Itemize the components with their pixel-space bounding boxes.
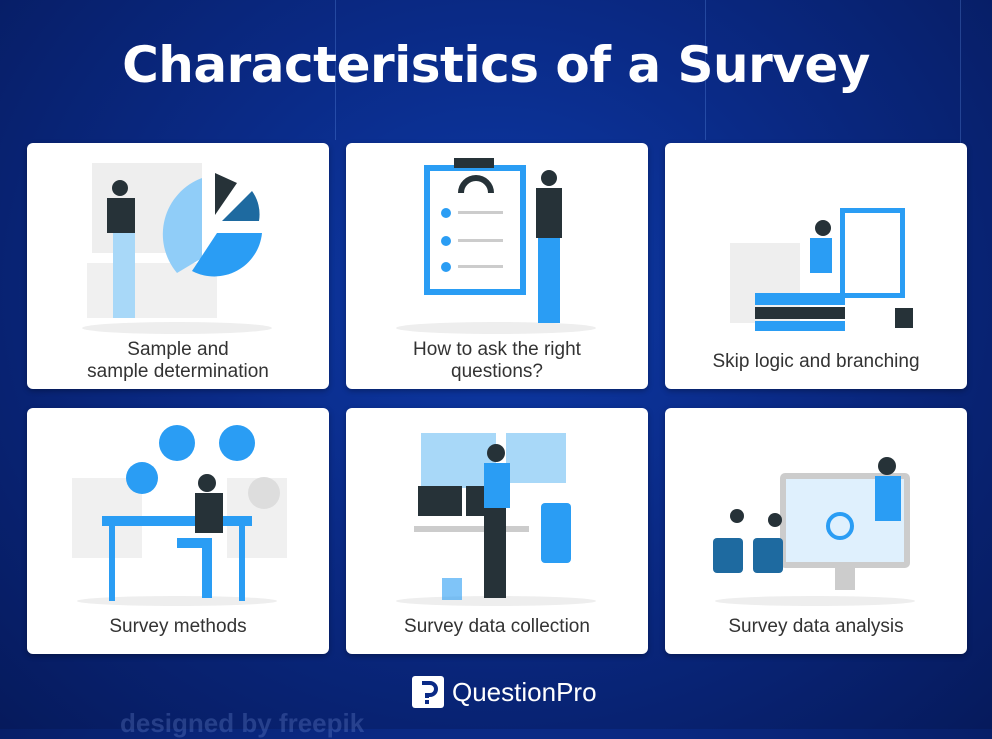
sample-pie-chart-illustration bbox=[82, 163, 272, 334]
card-label: sample determination bbox=[87, 361, 269, 382]
skip-logic-illustration bbox=[730, 208, 913, 331]
card-label: Survey data analysis bbox=[728, 616, 904, 637]
card-label: Survey data collection bbox=[404, 616, 590, 637]
freepik-watermark: designed by freepik bbox=[120, 708, 365, 738]
data-collection-illustration bbox=[396, 433, 596, 606]
clipboard-questions-illustration bbox=[396, 158, 596, 334]
background-line bbox=[960, 0, 961, 180]
brand-name: QuestionPro bbox=[452, 676, 597, 707]
survey-methods-illustration bbox=[72, 425, 287, 606]
card-label: Skip logic and branching bbox=[712, 351, 920, 372]
background-line bbox=[705, 0, 706, 140]
card-ask-right-questions: How to ask the right questions? bbox=[346, 143, 648, 389]
background-line bbox=[335, 0, 336, 140]
card-label: questions? bbox=[451, 361, 543, 382]
card-survey-methods: Survey methods bbox=[27, 408, 329, 654]
data-analysis-illustration bbox=[713, 457, 915, 606]
card-survey-data-analysis: Survey data analysis bbox=[665, 408, 967, 654]
card-label: Sample and bbox=[127, 339, 229, 360]
card-label: Survey methods bbox=[109, 616, 247, 637]
questionpro-p-icon bbox=[412, 676, 444, 708]
page-title: Characteristics of a Survey bbox=[122, 36, 870, 94]
questionpro-logo: QuestionPro bbox=[412, 676, 597, 708]
card-survey-data-collection: Survey data collection bbox=[346, 408, 648, 654]
card-label: How to ask the right bbox=[413, 339, 581, 360]
card-sample-determination: Sample and sample determination bbox=[27, 143, 329, 389]
card-skip-logic: Skip logic and branching bbox=[665, 143, 967, 389]
